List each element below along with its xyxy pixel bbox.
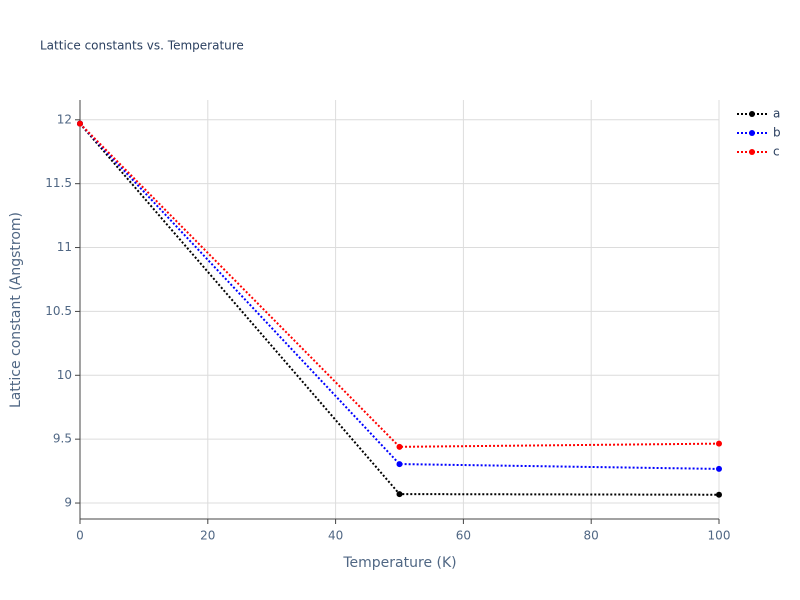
- point: [716, 465, 722, 472]
- y-tick-label: 11: [57, 240, 72, 254]
- chart-title: Lattice constants vs. Temperature: [40, 39, 244, 53]
- point: [396, 443, 403, 450]
- x-tick-label: 100: [708, 529, 731, 543]
- x-tick-label: 60: [456, 529, 471, 543]
- point: [396, 491, 403, 498]
- y-tick-label: 10: [57, 368, 72, 382]
- point: [716, 440, 722, 447]
- point: [716, 491, 722, 498]
- y-tick-label: 11.5: [45, 176, 72, 190]
- y-tick-label: 9: [64, 496, 72, 510]
- point: [77, 120, 83, 127]
- y-tick-label: 12: [57, 112, 72, 126]
- legend-marker: [749, 149, 755, 155]
- point: [396, 461, 403, 468]
- x-tick-label: 20: [200, 529, 215, 543]
- series-line: [79, 122, 720, 448]
- x-axis-title: Temperature (K): [342, 555, 456, 571]
- y-axis-title: Lattice constant (Angstrom): [8, 212, 24, 408]
- legend-label: b: [773, 126, 781, 140]
- y-tick-label: 9.5: [53, 432, 72, 446]
- y-tick-label: 10.5: [45, 304, 72, 318]
- legend-label: a: [773, 107, 780, 121]
- x-tick-label: 0: [76, 529, 84, 543]
- legend-marker: [749, 130, 755, 136]
- series-line: [79, 122, 720, 470]
- legend-marker: [749, 111, 755, 117]
- x-tick-label: 40: [328, 529, 343, 543]
- legend-label: c: [773, 145, 780, 159]
- x-tick-label: 80: [584, 529, 599, 543]
